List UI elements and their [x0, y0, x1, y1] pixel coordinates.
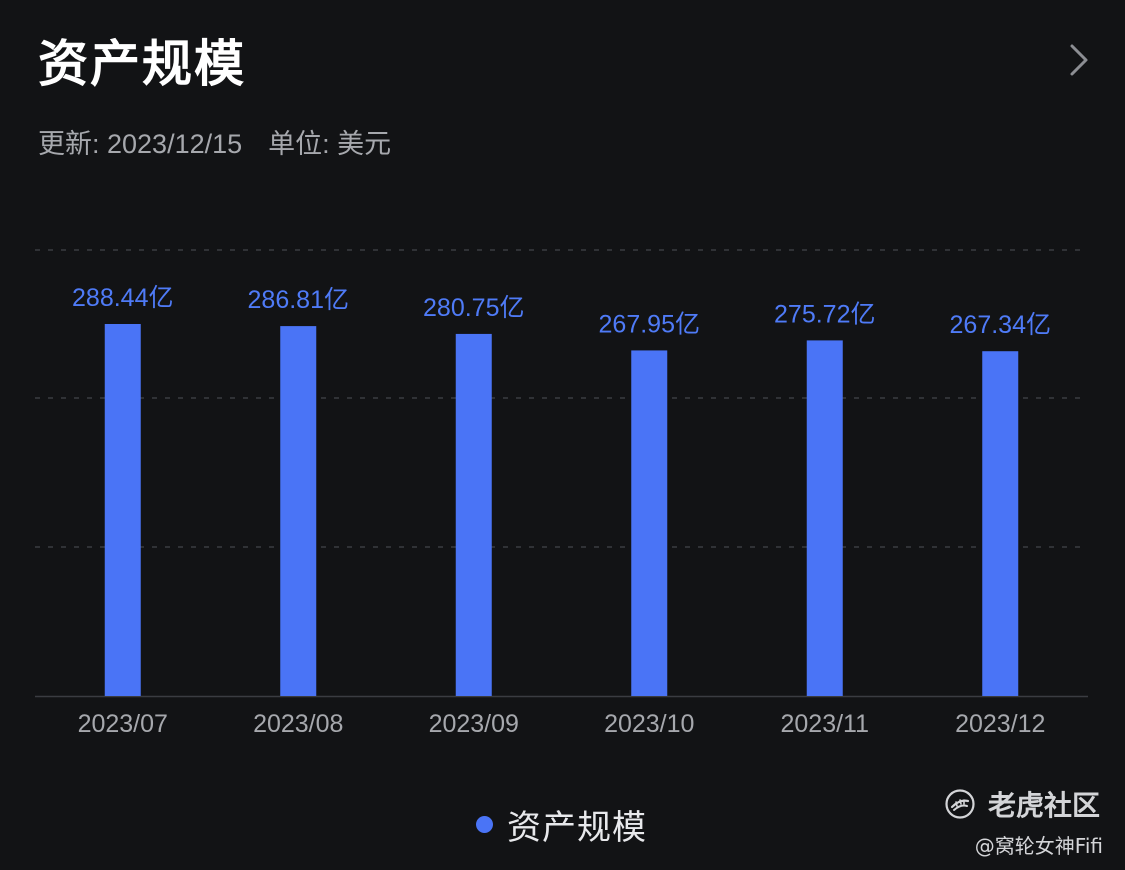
x-tick-label: 2023/09 — [429, 710, 519, 738]
bar-2023/09 — [455, 333, 492, 696]
bar-value-label: 288.44亿 — [72, 284, 173, 312]
legend-marker — [476, 816, 493, 833]
bar-2023/08 — [280, 326, 317, 696]
bar-value-label: 275.72亿 — [774, 300, 875, 328]
bar-2023/12 — [982, 351, 1019, 696]
x-tick-label: 2023/10 — [604, 710, 694, 738]
page-title: 资产规模 — [38, 35, 246, 93]
bar-value-label: 286.81亿 — [248, 286, 349, 314]
bar-value-label: 267.95亿 — [599, 310, 700, 338]
chart-subtitle: 更新: 2023/12/15 单位: 美元 — [38, 122, 391, 161]
tiger-logo-icon — [945, 789, 975, 819]
update-date: 更新: 2023/12/15 — [38, 129, 243, 159]
bar-value-label: 280.75亿 — [423, 294, 524, 322]
legend-label: 资产规模 — [507, 808, 647, 848]
unit-label: 单位: 美元 — [268, 129, 392, 159]
x-tick-label: 2023/12 — [955, 710, 1045, 738]
x-tick-label: 2023/08 — [253, 710, 343, 738]
watermark-username: @窝轮女神Fifi — [974, 834, 1103, 858]
bar-value-label: 267.34亿 — [950, 311, 1051, 339]
bar-2023/11 — [806, 340, 843, 696]
chevron-right-icon[interactable] — [1062, 40, 1096, 80]
watermark-brand-text: 老虎社区 — [988, 789, 1101, 822]
bar-2023/10 — [631, 350, 668, 696]
x-tick-label: 2023/07 — [78, 710, 168, 738]
bar-2023/07 — [104, 324, 141, 696]
watermark-brand: 老虎社区 — [944, 784, 1100, 824]
x-tick-label: 2023/11 — [780, 710, 869, 738]
chart-legend[interactable]: 资产规模 — [476, 800, 647, 849]
